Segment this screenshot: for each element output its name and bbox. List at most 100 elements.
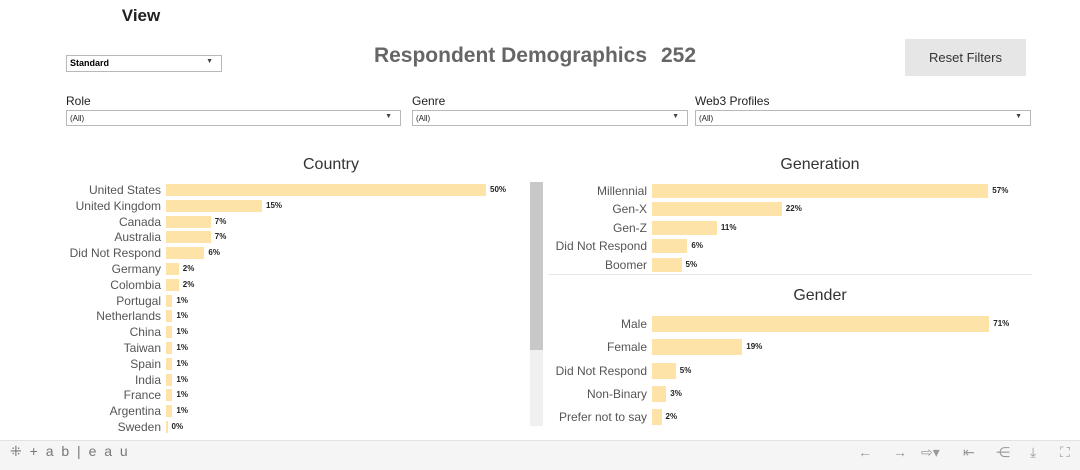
view-title: View [121,6,161,25]
bar[interactable] [166,326,173,339]
redo-icon[interactable]: → [893,444,907,460]
revert-icon[interactable]: ⇨▾ [921,444,940,460]
category-label: Did Not Respond [555,363,647,378]
tableau-logo-icon: ⁜ [10,443,24,459]
tableau-logo: ⁜ + a b | e a u [10,443,130,460]
share-icon[interactable]: ⋲ [996,444,1010,460]
bar-value-label: 15% [266,200,283,210]
bar-value-label: 11% [720,222,737,232]
bar-value-label: 1% [176,311,188,321]
category-label: Non-Binary [586,386,647,401]
view-select[interactable]: Standard ▼ [66,55,222,72]
bar[interactable] [166,263,179,275]
bar[interactable] [166,184,486,196]
bar-value-label: 5% [685,259,698,269]
bar-value-label: 50% [490,185,507,194]
bar[interactable] [652,362,676,379]
bar-value-label: 1% [176,406,188,416]
gender-chart-title: Gender [793,287,847,304]
bar-value-label: 1% [176,390,188,400]
bar-value-label: 3% [670,388,682,398]
bar-value-label: 2% [182,264,195,273]
category-label: Spain [130,356,161,371]
genre-filter-value: (All) [416,114,431,123]
undo-icon[interactable]: ← [858,444,872,460]
bar-value-label: 57% [992,186,1009,195]
bar[interactable] [652,316,990,332]
bar-value-label: 2% [182,279,195,289]
category-label: Male [620,317,647,331]
chevron-down-icon: ▼ [206,58,213,65]
bar[interactable] [166,294,173,307]
bar-value-label: 1% [176,374,188,384]
category-label: Gen-X [612,202,647,217]
role-filter-select[interactable]: (All) ▼ [66,110,401,126]
category-label: Prefer not to say [558,410,647,425]
bar[interactable] [652,257,682,272]
bar[interactable] [652,339,743,356]
fullscreen-icon[interactable]: ⛶ [1060,444,1070,460]
bar[interactable] [166,199,262,212]
bar[interactable] [652,220,717,235]
bar[interactable] [166,373,173,386]
genre-filter-select[interactable]: (All) ▼ [412,110,688,126]
divider [548,274,1032,275]
bar[interactable] [166,357,173,370]
category-label: Gen-Z [612,220,647,235]
category-label: Netherlands [96,309,161,324]
bar-value-label: 1% [176,358,188,368]
category-label: Did Not Respond [555,239,647,254]
category-label: Germany [111,262,161,276]
category-label: Millennial [596,184,647,198]
bar[interactable] [652,239,688,254]
category-label: Female [606,340,647,355]
bar[interactable] [166,421,168,433]
category-label: China [129,325,161,340]
bar[interactable] [166,342,173,354]
category-label: United States [88,183,161,197]
tableau-toolbar [0,440,1080,470]
bar-value-label: 71% [993,319,1010,328]
category-label: Boomer [604,257,647,272]
bar[interactable] [166,215,211,228]
category-label: Sweden [117,420,161,434]
bar[interactable] [652,202,782,217]
reset-filters-button[interactable]: Reset Filters [905,39,1026,76]
bar[interactable] [166,247,205,260]
category-label: France [123,388,161,403]
country-scrollbar-thumb[interactable] [530,182,543,350]
bar-value-label: 0% [171,422,184,431]
page-title-text: Respondent Demographics [373,44,647,67]
bar[interactable] [652,409,662,426]
download-icon[interactable]: ⤓ [1030,444,1037,460]
bar-value-label: 6% [208,248,220,258]
bar-value-label: 1% [176,295,188,305]
bar[interactable] [166,389,173,402]
category-label: Canada [118,214,161,229]
reset-start-icon[interactable]: ⇤ [963,444,975,460]
bar-value-label: 1% [176,343,188,352]
chevron-down-icon: ▼ [1015,113,1022,120]
bar[interactable] [166,278,179,291]
category-label: Did Not Respond [69,246,161,261]
role-filter-label: Role [66,94,91,108]
bar-value-label: 1% [176,327,188,337]
bar[interactable] [652,184,989,198]
bar[interactable] [166,405,173,418]
category-label: Australia [114,230,161,245]
bar-value-label: 6% [691,241,703,251]
view-select-value: Standard [70,58,110,68]
respondent-count: 252 [661,44,697,67]
category-label: United Kingdom [75,198,161,213]
genre-filter-label: Genre [412,94,446,108]
bar[interactable] [166,310,173,323]
bar[interactable] [652,385,667,402]
bar-value-label: 7% [214,232,227,242]
bar-value-label: 2% [665,412,678,422]
category-label: India [134,372,161,387]
bar[interactable] [166,231,211,244]
category-label: Taiwan [123,341,161,355]
web3-filter-select[interactable]: (All) ▼ [695,110,1031,126]
role-filter-value: (All) [70,114,85,123]
country-chart-title: Country [302,156,360,173]
